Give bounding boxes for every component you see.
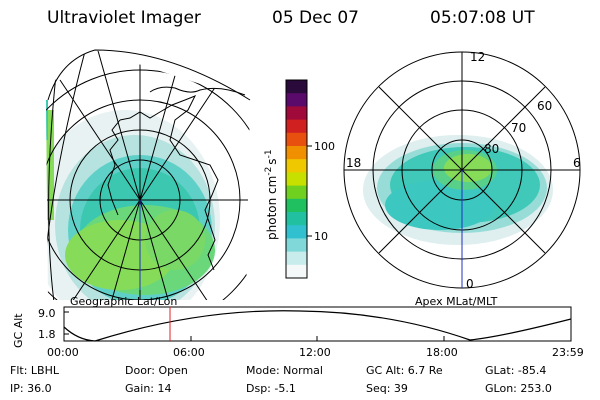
mlt-label-0: 0 [466,277,474,291]
colorbar-cell [286,225,307,239]
colorbar-cell [286,106,307,121]
xtick-label-1200: 12:00 [299,346,331,359]
colorbar-frame [285,79,308,279]
altitude-curve [63,310,572,342]
observation-time: 05:07:08 UT [430,8,535,28]
info-glon: GLon: 253.0 [485,382,552,395]
xtick-label-2359: 23:59 [552,346,584,359]
colorbar-cell [286,159,307,173]
instrument-title: Ultraviolet Imager [47,8,201,28]
colorbar-cell [286,251,307,266]
map-boundary [47,49,251,101]
mlat-label-60: 60 [537,99,552,113]
info-mode: Mode: Normal [246,364,323,377]
colorbar-cell [286,264,307,279]
info-gc-alt: GC Alt: 6.7 Re [366,364,443,377]
mlat-label-70: 70 [511,121,526,135]
altitude-ytick-label-low: 1.8 [38,328,56,341]
info-door: Door: Open [125,364,188,377]
mlat-label-80: 80 [484,142,499,156]
colorbar-cell [286,119,307,134]
mlt-label-6: 6 [573,156,581,170]
colorbar-cell [286,198,307,213]
colorbar-cell [286,132,307,147]
mlt-label-18: 18 [346,156,361,170]
info-glat: GLat: -85.4 [485,364,547,377]
altitude-ytick-label-high: 9.0 [38,307,56,320]
colorbar [286,80,307,279]
geographic-caption: Geographic Lat/Lon [70,295,178,308]
colorbar-cell [286,93,307,107]
magnetic-caption: Apex MLat/MLT [415,295,498,308]
colorbar-cell [286,212,307,226]
colorbar-tick-label-low: 10 [314,230,328,243]
xtick-label-1800: 18:00 [426,346,458,359]
coastline [107,95,219,271]
colorbar-cell [286,80,307,94]
xtick-label-0000: 00:00 [47,346,79,359]
info-filter: Flt: LBHL [10,364,59,377]
colorbar-label: photon cm-2s-1 [264,149,279,240]
geographic-aurora-image [46,50,250,300]
colorbar-tick-label-high: 100 [314,140,335,153]
info-seq: Seq: 39 [366,382,408,395]
colorbar-cell [286,185,307,200]
colorbar-cell [286,238,307,253]
observation-date: 05 Dec 07 [272,8,359,28]
info-gain: Gain: 14 [125,382,172,395]
mlt-label-12: 12 [470,50,485,64]
coastline-north [149,86,246,96]
colorbar-cell [286,146,307,160]
altitude-ylabel: GC Alt [12,313,25,348]
info-dsp: Dsp: -5.1 [246,382,296,395]
info-ip: IP: 36.0 [10,382,52,395]
xtick-label-0600: 06:00 [173,346,205,359]
colorbar-cell [286,172,307,187]
altitude-plot-frame [63,306,572,342]
